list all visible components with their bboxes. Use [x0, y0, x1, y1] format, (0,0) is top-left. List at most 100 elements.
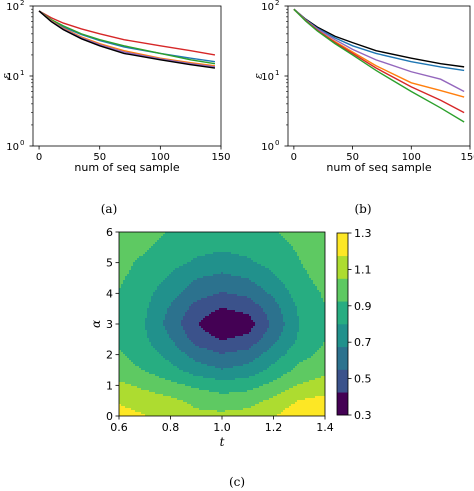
contour-cell	[169, 346, 172, 349]
contour-cell	[143, 268, 146, 271]
contour-cell	[217, 310, 220, 313]
contour-cell	[219, 406, 222, 409]
contour-cell	[151, 384, 154, 387]
contour-cell	[197, 280, 200, 283]
contour-cell	[195, 314, 198, 317]
contour-cell	[141, 326, 144, 329]
contour-cell	[181, 390, 184, 393]
contour-cell	[209, 404, 212, 407]
contour-cell	[153, 282, 156, 285]
contour-cell	[121, 408, 124, 411]
contour-cell	[167, 250, 170, 253]
contour-cell	[145, 274, 148, 277]
contour-cell	[179, 300, 182, 303]
contour-cell	[217, 412, 220, 415]
contour-cell	[185, 314, 188, 317]
contour-cell	[203, 374, 206, 377]
contour-cell	[165, 376, 168, 379]
contour-cell	[167, 290, 170, 293]
contour-cell	[129, 264, 132, 267]
contour-cell	[189, 382, 192, 385]
contour-cell	[191, 302, 194, 305]
contour-cell	[127, 294, 130, 297]
contour-cell	[143, 322, 146, 325]
contour-cell	[159, 414, 162, 416]
contour-cell	[149, 346, 152, 349]
contour-cell	[191, 254, 194, 257]
contour-cell	[217, 324, 220, 327]
contour-cell	[137, 382, 140, 385]
contour-cell	[189, 308, 192, 311]
contour-cell	[147, 238, 150, 241]
contour-cell	[165, 246, 168, 249]
contour-cell	[131, 348, 134, 351]
contour-cell	[151, 414, 154, 416]
contour-cell	[165, 390, 168, 393]
contour-cell	[193, 410, 196, 413]
contour-cell	[175, 382, 178, 385]
contour-cell	[179, 364, 182, 367]
contour-cell	[127, 252, 130, 255]
contour-cell	[201, 340, 204, 343]
contour-cell	[193, 414, 196, 416]
contour-cell	[201, 286, 204, 289]
contour-cell	[205, 406, 208, 409]
contour-cell	[207, 386, 210, 389]
contour-cell	[201, 414, 204, 416]
contour-cell	[165, 380, 168, 383]
contour-cell	[151, 362, 154, 365]
contour-cell	[119, 376, 122, 379]
contour-cell	[153, 276, 156, 279]
contour-cell	[217, 316, 220, 319]
contour-cell	[185, 400, 188, 403]
contour-cell	[145, 314, 148, 317]
contour-cell	[177, 256, 180, 259]
contour-cell	[155, 344, 158, 347]
contour-cell	[179, 382, 182, 385]
contour-cell	[119, 236, 122, 239]
contour-cell	[223, 264, 226, 267]
contour-cell	[179, 252, 182, 255]
contour-cell	[175, 402, 178, 405]
contour-cell	[179, 386, 182, 389]
contour-cell	[207, 408, 210, 411]
contour-cell	[133, 364, 136, 367]
contour-cell	[129, 320, 132, 323]
contour-cell	[221, 268, 224, 271]
contour-cell	[149, 410, 152, 413]
contour-cell	[169, 280, 172, 283]
contour-cell	[181, 370, 184, 373]
contour-cell	[119, 382, 122, 385]
contour-cell	[121, 256, 124, 259]
contour-cell	[205, 306, 208, 309]
contour-cell	[149, 310, 152, 313]
contour-cell	[197, 354, 200, 357]
contour-cell	[175, 372, 178, 375]
contour-cell	[187, 276, 190, 279]
contour-cell	[153, 290, 156, 293]
contour-cell	[171, 394, 174, 397]
contour-cell	[183, 266, 186, 269]
contour-cell	[219, 402, 222, 405]
contour-cell	[197, 324, 200, 327]
contour-cell	[203, 272, 206, 275]
contour-cell	[119, 234, 122, 237]
contour-cell	[161, 308, 164, 311]
contour-cell	[209, 410, 212, 413]
contour-cell	[131, 322, 134, 325]
contour-cell	[139, 334, 142, 337]
contour-cell	[201, 392, 204, 395]
contour-cell	[191, 266, 194, 269]
contour-cell	[223, 398, 226, 401]
contour-cell	[161, 252, 164, 255]
contour-cell	[187, 256, 190, 259]
contour-cell	[195, 236, 198, 239]
contour-cell	[135, 316, 138, 319]
contour-cell	[223, 362, 226, 365]
contour-cell	[209, 358, 212, 361]
contour-cell	[211, 346, 214, 349]
contour-cell	[133, 388, 136, 391]
contour-cell	[175, 364, 178, 367]
contour-cell	[135, 346, 138, 349]
contour-cell	[175, 256, 178, 259]
